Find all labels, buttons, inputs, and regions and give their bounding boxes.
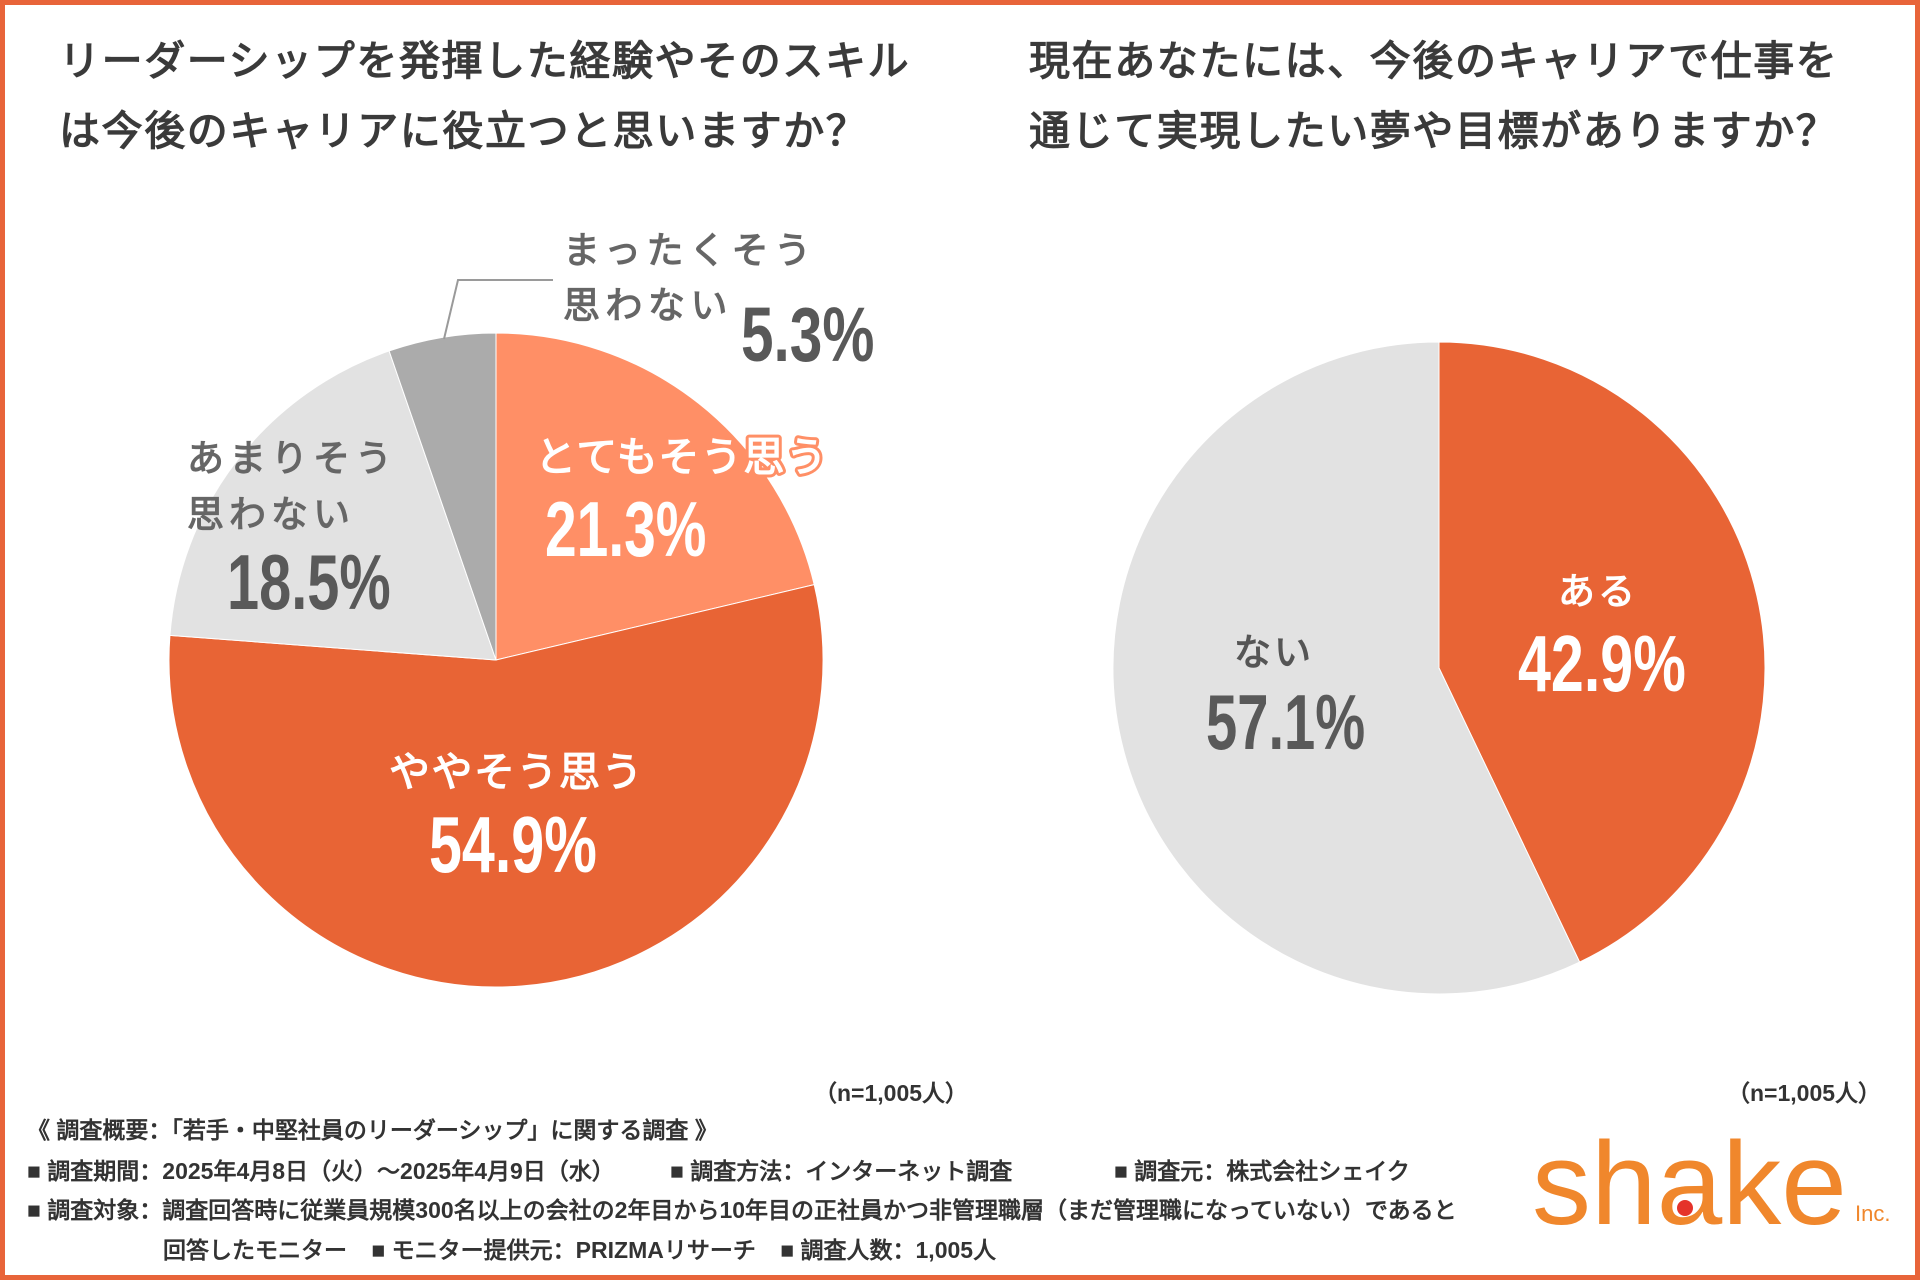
survey-summary-row-3: 回答したモニター ■ モニター提供元：PRIZMAリサーチ ■ 調査人数：1,0… — [163, 1235, 996, 1265]
survey-respondents: ■ 調査人数：1,005人 — [780, 1237, 997, 1263]
right-pie-slice-1 — [1438, 341, 1766, 963]
label-somewhat-disagree: あまりそう思わない — [187, 437, 397, 536]
left-pie-slice-4 — [388, 332, 497, 661]
value-somewhat-agree: 54.9% — [429, 799, 597, 889]
label-no: ない — [1234, 631, 1314, 674]
left-pie-slice-2 — [168, 584, 824, 988]
value-strongly-agree: 21.3% — [545, 486, 706, 573]
logo-text: shake — [1532, 1118, 1847, 1250]
left-sample-size: （n=1,005人） — [814, 1080, 968, 1106]
survey-provider: ■ モニター提供元：PRIZMAリサーチ — [371, 1237, 756, 1263]
value-somewhat-disagree: 18.5% — [227, 539, 391, 627]
label-line: ある — [1558, 570, 1638, 613]
value-no: 57.1% — [1206, 679, 1365, 766]
right-pie-slice-2 — [1112, 341, 1581, 995]
left-chart-title: リーダーシップを発揮した経験やそのスキル は今後のキャリアに役立つと思いますか？ — [59, 26, 910, 166]
value-yes: 42.9% — [1518, 618, 1686, 708]
logo-suffix: Inc. — [1855, 1201, 1890, 1226]
shake-logo: shake Inc. — [1532, 1118, 1890, 1250]
label-line: あまりそう — [187, 437, 397, 480]
survey-target-continued: 回答したモニター — [163, 1237, 347, 1263]
label-line: とてもそう思う — [535, 433, 828, 481]
label-line: 思わない — [187, 493, 355, 536]
label-yes: ある — [1558, 570, 1638, 613]
label-strongly-agree: とてもそう思う — [535, 433, 828, 481]
survey-target: ■ 調査対象：調査回答時に従業員規模300名以上の会社の2年目から10年目の正社… — [27, 1197, 1457, 1223]
right-pie-chart — [1112, 341, 1766, 995]
right-sample-size: （n=1,005人） — [1727, 1080, 1881, 1106]
label-line: ややそう思う — [389, 748, 644, 796]
left-pie-slice-1 — [495, 332, 815, 661]
label-strongly-disagree: まったくそう思わない — [563, 229, 817, 327]
left-pie-slice-3 — [169, 350, 497, 661]
label-somewhat-agree: ややそう思う — [389, 748, 644, 796]
label-line: ない — [1234, 631, 1314, 674]
right-chart-title-line-2: 通じて実現したい夢や目標がありますか？ — [1029, 108, 1839, 154]
left-pie-chart — [168, 332, 824, 988]
value-strongly-disagree: 5.3% — [741, 292, 874, 378]
label-line: まったくそう — [563, 229, 817, 272]
survey-source: ■ 調査元：株式会社シェイク — [1114, 1158, 1410, 1184]
left-chart-title-line-2: は今後のキャリアに役立つと思いますか？ — [59, 108, 869, 154]
leader-line — [443, 279, 553, 340]
right-chart-title-line-1: 現在あなたには、今後のキャリアで仕事を — [1029, 38, 1839, 84]
survey-method: ■ 調査方法：インターネット調査 — [670, 1158, 1013, 1184]
logo-dot — [1677, 1200, 1693, 1216]
left-chart-title-line-1: リーダーシップを発揮した経験やそのスキル — [59, 38, 911, 84]
label-line: 思わない — [563, 284, 733, 327]
survey-period: ■ 調査期間：2025年4月8日（火）～2025年4月9日（水） — [27, 1158, 615, 1184]
survey-heading: 《 調査概要：「若手・中堅社員のリーダーシップ」に関する調査 》 — [27, 1117, 718, 1143]
right-chart-title: 現在あなたには、今後のキャリアで仕事を 通じて実現したい夢や目標がありますか？ — [1029, 26, 1838, 166]
